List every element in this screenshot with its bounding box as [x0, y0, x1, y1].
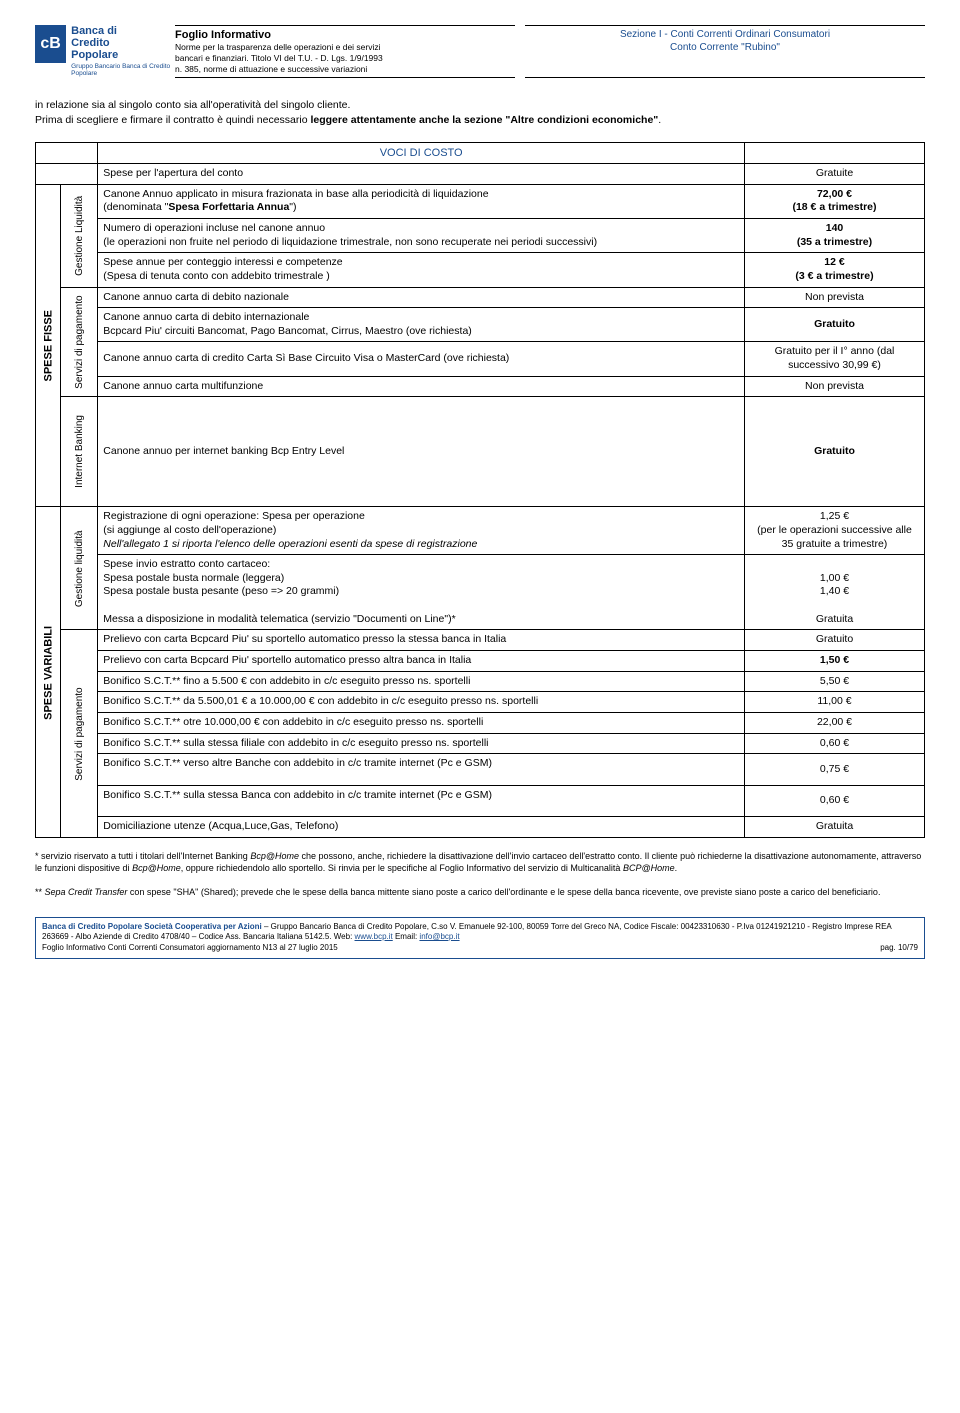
row-value: 5,50 € [745, 671, 925, 692]
doc-title: Foglio Informativo [175, 28, 515, 42]
row-label: Bonifico S.C.T.** fino a 5.500 € con add… [98, 671, 745, 692]
header-right: Sezione I - Conti Correnti Ordinari Cons… [525, 25, 925, 78]
row-label: Canone annuo carta di credito Carta Sì B… [98, 342, 745, 376]
row-label: Registrazione di ogni operazione: Spesa … [98, 507, 745, 555]
footnote-1: * servizio riservato a tutti i titolari … [35, 850, 925, 874]
row-value: 0,60 € [745, 733, 925, 754]
header-servizi-pagamento-2: Servizi di pagamento [61, 630, 98, 838]
row-label: Bonifico S.C.T.** verso altre Banche con… [98, 754, 745, 786]
header-internet-banking: Internet Banking [61, 397, 98, 507]
row-value: Gratuito [745, 308, 925, 342]
row-label: Bonifico S.C.T.** sulla stessa Banca con… [98, 785, 745, 817]
row-label: Spese annue per conteggio interessi e co… [98, 253, 745, 287]
logo-text: Banca di Credito Popolare [71, 25, 175, 61]
row-value: 11,00 € [745, 692, 925, 713]
row-label: Canone annuo carta di debito internazion… [98, 308, 745, 342]
row-label: Bonifico S.C.T.** otre 10.000,00 € con a… [98, 712, 745, 733]
row-value: 1,00 € 1,40 € Gratuita [745, 555, 925, 630]
row-value: Non prevista [745, 376, 925, 397]
header-servizi-pagamento: Servizi di pagamento [61, 287, 98, 397]
row-label: Canone annuo per internet banking Bcp En… [98, 397, 745, 507]
header-gestione-liquidita: Gestione Liquidità [61, 184, 98, 287]
row-label: Spese per l'apertura del conto [98, 164, 745, 185]
row-value: Gratuito [745, 630, 925, 651]
footer-link-email[interactable]: info@bcp.it [419, 932, 459, 941]
row-value: 1,25 € (per le operazioni successive all… [745, 507, 925, 555]
intro-paragraph: in relazione sia al singolo conto sia al… [35, 98, 925, 126]
row-label: Prelievo con carta Bcpcard Piu' sportell… [98, 651, 745, 672]
cost-table: VOCI DI COSTO Spese per l'apertura del c… [35, 142, 925, 838]
row-value: 1,50 € [745, 651, 925, 672]
logo-subtext: Gruppo Bancario Banca di Credito Popolar… [71, 63, 175, 77]
header-spese-fisse: SPESE FISSE [36, 184, 61, 507]
header-center: Foglio Informativo Norme per la traspare… [175, 25, 515, 78]
row-label: Spese invio estratto conto cartaceo: Spe… [98, 555, 745, 630]
row-value: 140 (35 a trimestre) [745, 219, 925, 253]
row-value: Gratuite [745, 164, 925, 185]
footer-link-web[interactable]: www.bcp.it [355, 932, 393, 941]
row-value: 72,00 € (18 € a trimestre) [745, 184, 925, 218]
row-value: Gratuito per il I° anno (dal successivo … [745, 342, 925, 376]
row-label: Numero di operazioni incluse nel canone … [98, 219, 745, 253]
row-value: Gratuita [745, 817, 925, 838]
row-value: 12 € (3 € a trimestre) [745, 253, 925, 287]
header-gestione-liquidita-2: Gestione liquidità [61, 507, 98, 630]
bank-logo: cB Banca di Credito Popolare Gruppo Banc… [35, 25, 175, 78]
row-value: 0,75 € [745, 754, 925, 786]
page-header: cB Banca di Credito Popolare Gruppo Banc… [35, 25, 925, 78]
footer-legal-box: Banca di Credito Popolare Società Cooper… [35, 917, 925, 959]
logo-icon: cB [35, 25, 66, 63]
row-label: Prelievo con carta Bcpcard Piu' su sport… [98, 630, 745, 651]
row-value: Non prevista [745, 287, 925, 308]
row-label: Canone annuo carta multifunzione [98, 376, 745, 397]
page-number: pag. 10/79 [880, 943, 918, 953]
row-label: Canone annuo carta di debito nazionale [98, 287, 745, 308]
footnote-2: ** Sepa Credit Transfer con spese "SHA" … [35, 886, 925, 898]
row-label: Bonifico S.C.T.** sulla stessa filiale c… [98, 733, 745, 754]
voci-di-costo-header: VOCI DI COSTO [98, 142, 745, 163]
row-value: 0,60 € [745, 785, 925, 817]
row-label: Domiciliazione utenze (Acqua,Luce,Gas, T… [98, 817, 745, 838]
row-value: 22,00 € [745, 712, 925, 733]
footer-update-info: Foglio Informativo Conti Correnti Consum… [42, 943, 338, 953]
row-label: Bonifico S.C.T.** da 5.500,01 € a 10.000… [98, 692, 745, 713]
row-value: Gratuito [745, 397, 925, 507]
row-label: Canone Annuo applicato in misura frazion… [98, 184, 745, 218]
header-spese-variabili: SPESE VARIABILI [36, 507, 61, 838]
